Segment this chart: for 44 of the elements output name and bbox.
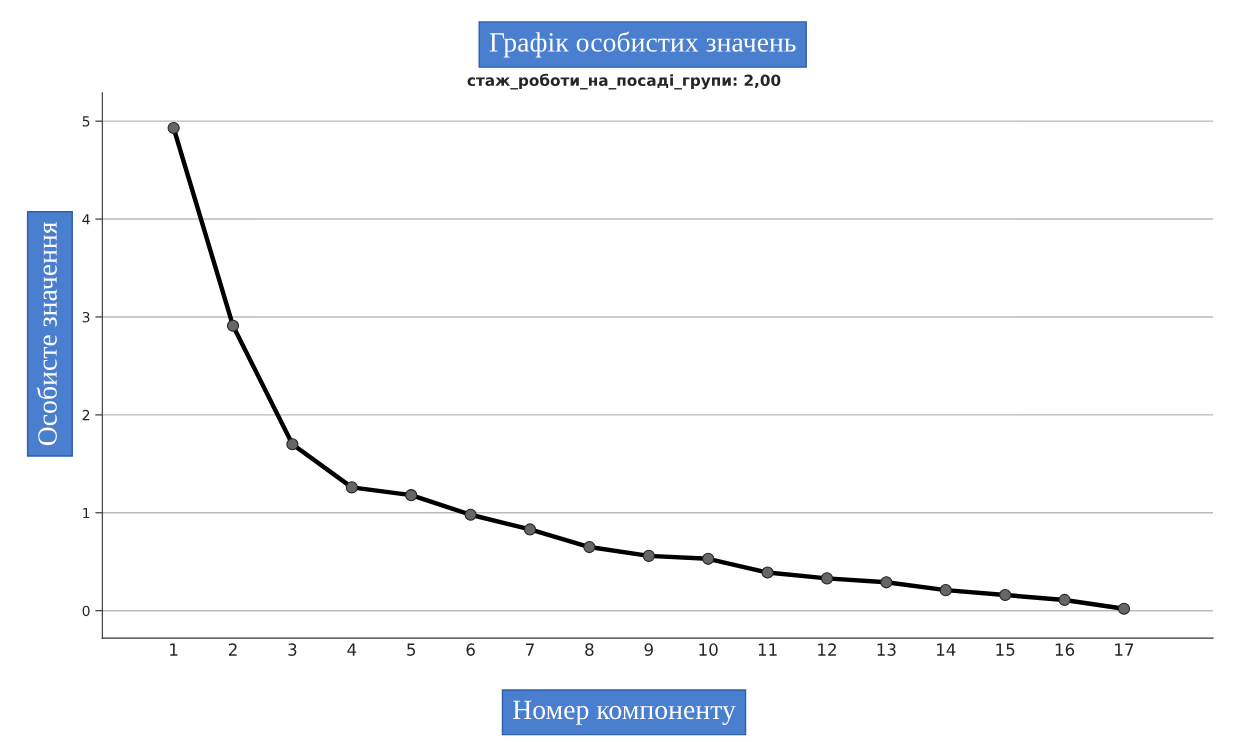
point — [167, 121, 180, 135]
x-tick-label: 11 — [758, 643, 777, 656]
x-tick-label: 2 — [228, 643, 237, 656]
y-tick-label: 1 — [83, 507, 90, 519]
y-tick-label: 2 — [82, 409, 90, 421]
x-axis-title: Номер компоненту — [512, 700, 736, 725]
x-tick-label: 13 — [877, 643, 896, 656]
x-tick-label: 3 — [288, 643, 297, 656]
y-axis-title: Особисте значення — [36, 221, 57, 446]
point — [405, 489, 418, 502]
point — [702, 552, 715, 565]
chart-title: Графік особистих значень — [489, 31, 796, 58]
x-tick-label: 9 — [644, 643, 653, 656]
point — [1117, 602, 1131, 615]
point — [286, 438, 299, 451]
point — [345, 481, 358, 494]
x-tick-label: 5 — [407, 643, 416, 656]
point — [820, 572, 834, 585]
point — [880, 576, 893, 589]
y-tick-label: 0 — [82, 605, 90, 617]
x-tick-label: 8 — [585, 643, 594, 656]
x-tick-label: 1 — [170, 643, 178, 656]
y-tick-label: 4 — [82, 214, 90, 225]
x-tick-label: 4 — [347, 643, 357, 656]
point — [523, 523, 537, 536]
x-tick-label: 15 — [996, 643, 1015, 656]
x-tick-label: 12 — [818, 643, 836, 656]
point — [1058, 593, 1071, 607]
x-tick-label: 14 — [937, 643, 956, 656]
point — [999, 588, 1012, 602]
point — [761, 566, 774, 579]
x-tick-label: 17 — [1115, 643, 1134, 656]
point — [464, 508, 477, 521]
x-tick-label: 10 — [699, 643, 718, 656]
x-tick-label: 6 — [466, 643, 475, 656]
x-tick-label: 7 — [526, 643, 534, 656]
point — [583, 540, 596, 554]
point — [226, 319, 240, 332]
point — [939, 584, 952, 597]
chart-subtitle: стаж_роботи_на_посаді_групи: 2,00 — [467, 73, 781, 90]
y-tick-label: 5 — [82, 116, 90, 127]
y-tick-label: 3 — [82, 311, 90, 323]
point — [642, 549, 655, 562]
x-tick-label: 16 — [1055, 643, 1075, 656]
